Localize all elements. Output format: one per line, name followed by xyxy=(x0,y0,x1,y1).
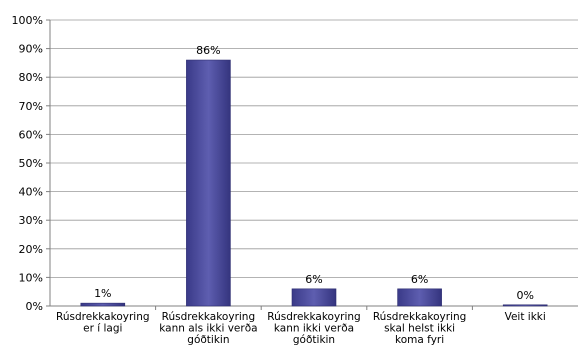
category-label: Veit ikki xyxy=(505,311,546,323)
data-labels: 1% 86% 6% 6% 0% xyxy=(94,44,534,302)
category-label: Rúsdrekkakoyring xyxy=(373,311,466,323)
bar xyxy=(186,59,231,307)
category-label: kann ikki verða xyxy=(274,323,354,335)
y-tick-label: 80% xyxy=(19,71,43,84)
category-label: skal helst ikki xyxy=(384,323,455,335)
category-label: góðtikin xyxy=(187,334,229,346)
category-label: Rúsdrekkakoyring xyxy=(56,311,149,323)
y-tick-label: 20% xyxy=(19,243,43,256)
category-label: Rúsdrekkakoyring xyxy=(162,311,255,323)
data-label: 6% xyxy=(411,273,428,286)
y-tick-label: 60% xyxy=(19,128,43,141)
y-tick-labels: 0% 10% 20% 30% 40% 50% 60% 70% 80% 90% 100% xyxy=(12,14,43,313)
axes xyxy=(46,19,578,310)
y-tick-label: 90% xyxy=(19,43,43,56)
y-tick-label: 0% xyxy=(26,300,43,313)
bar xyxy=(502,304,548,307)
category-label: er í lagi xyxy=(83,323,122,335)
bar xyxy=(291,288,337,307)
bars xyxy=(80,59,548,307)
y-tick-label: 30% xyxy=(19,214,43,227)
category-label: góðtikin xyxy=(293,334,335,346)
y-tick-label: 50% xyxy=(19,157,43,170)
bar xyxy=(80,302,126,307)
data-label: 1% xyxy=(94,287,111,300)
y-tick-label: 100% xyxy=(12,14,43,27)
y-tick-label: 40% xyxy=(19,186,43,199)
data-label: 0% xyxy=(516,289,533,302)
y-tick-label: 10% xyxy=(19,271,43,284)
category-label: koma fyri xyxy=(395,334,444,346)
y-tick-label: 70% xyxy=(19,100,43,113)
data-label: 86% xyxy=(196,44,220,57)
gridlines xyxy=(50,19,578,278)
bar xyxy=(397,288,442,307)
data-label: 6% xyxy=(305,273,322,286)
category-label: kann als ikki verða xyxy=(159,323,257,335)
category-label: Rúsdrekkakoyring xyxy=(267,311,360,323)
